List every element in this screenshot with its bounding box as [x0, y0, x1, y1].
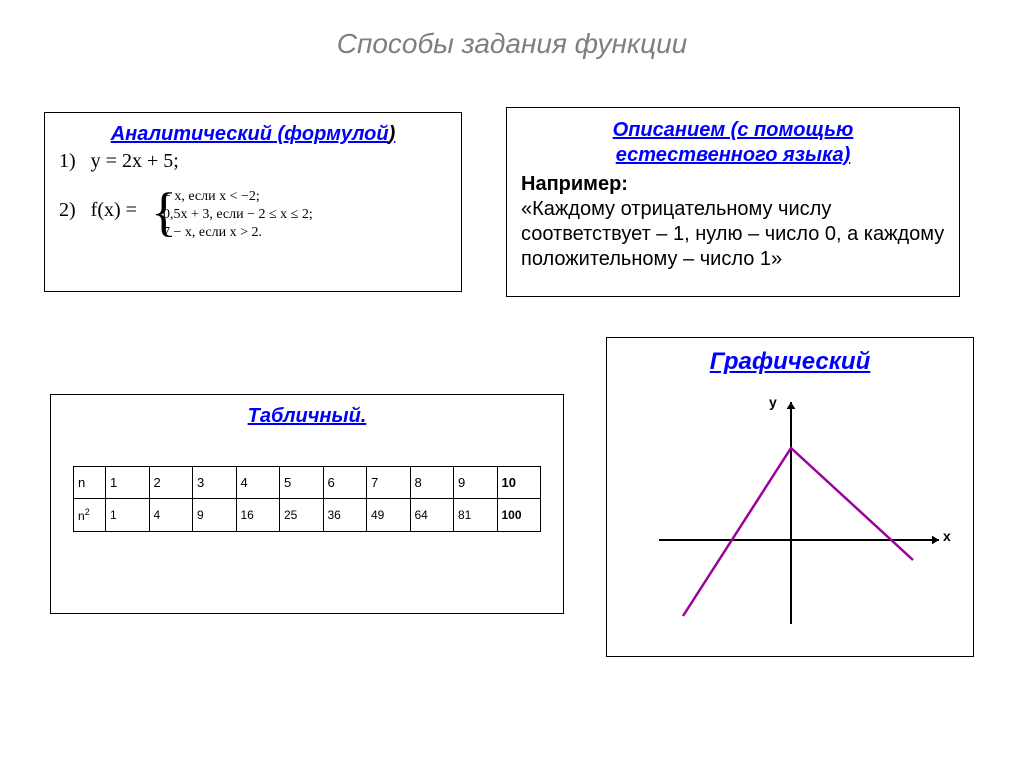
chart: y x — [621, 388, 959, 638]
data-table: n 1 2 3 4 5 6 7 8 9 10 n2 1 4 9 16 25 36… — [73, 466, 541, 532]
axis-label-y: y — [769, 394, 777, 410]
piecewise-formula: { − x, если x < −2; 0,5x + 3, если − 2 ≤… — [151, 187, 313, 243]
chart-svg — [621, 388, 961, 638]
analytical-line2: 2) f(x) = { − x, если x < −2; 0,5x + 3, … — [59, 187, 447, 243]
table-row-n: n 1 2 3 4 5 6 7 8 9 10 — [74, 467, 541, 499]
graphical-box: Графический y x — [606, 337, 974, 657]
tabular-heading: Табличный. — [73, 405, 541, 428]
tabular-box: Табличный. n 1 2 3 4 5 6 7 8 9 10 n2 1 4… — [50, 394, 564, 614]
table-row-n2: n2 1 4 9 16 25 36 49 64 81 100 — [74, 499, 541, 532]
description-heading: Описанием (с помощью естественного языка… — [521, 118, 945, 168]
axis-label-x: x — [943, 528, 951, 544]
analytical-heading: Аналитический (формулой) — [59, 123, 447, 146]
analytical-box: Аналитический (формулой) 1) y = 2x + 5; … — [44, 112, 462, 292]
description-box: Описанием (с помощью естественного языка… — [506, 107, 960, 297]
page-title: Способы задания функции — [0, 0, 1024, 60]
analytical-line1: 1) y = 2x + 5; — [59, 150, 447, 173]
graphical-heading: Графический — [621, 348, 959, 376]
description-body: Например: «Каждому отрицательному числу … — [521, 172, 945, 272]
